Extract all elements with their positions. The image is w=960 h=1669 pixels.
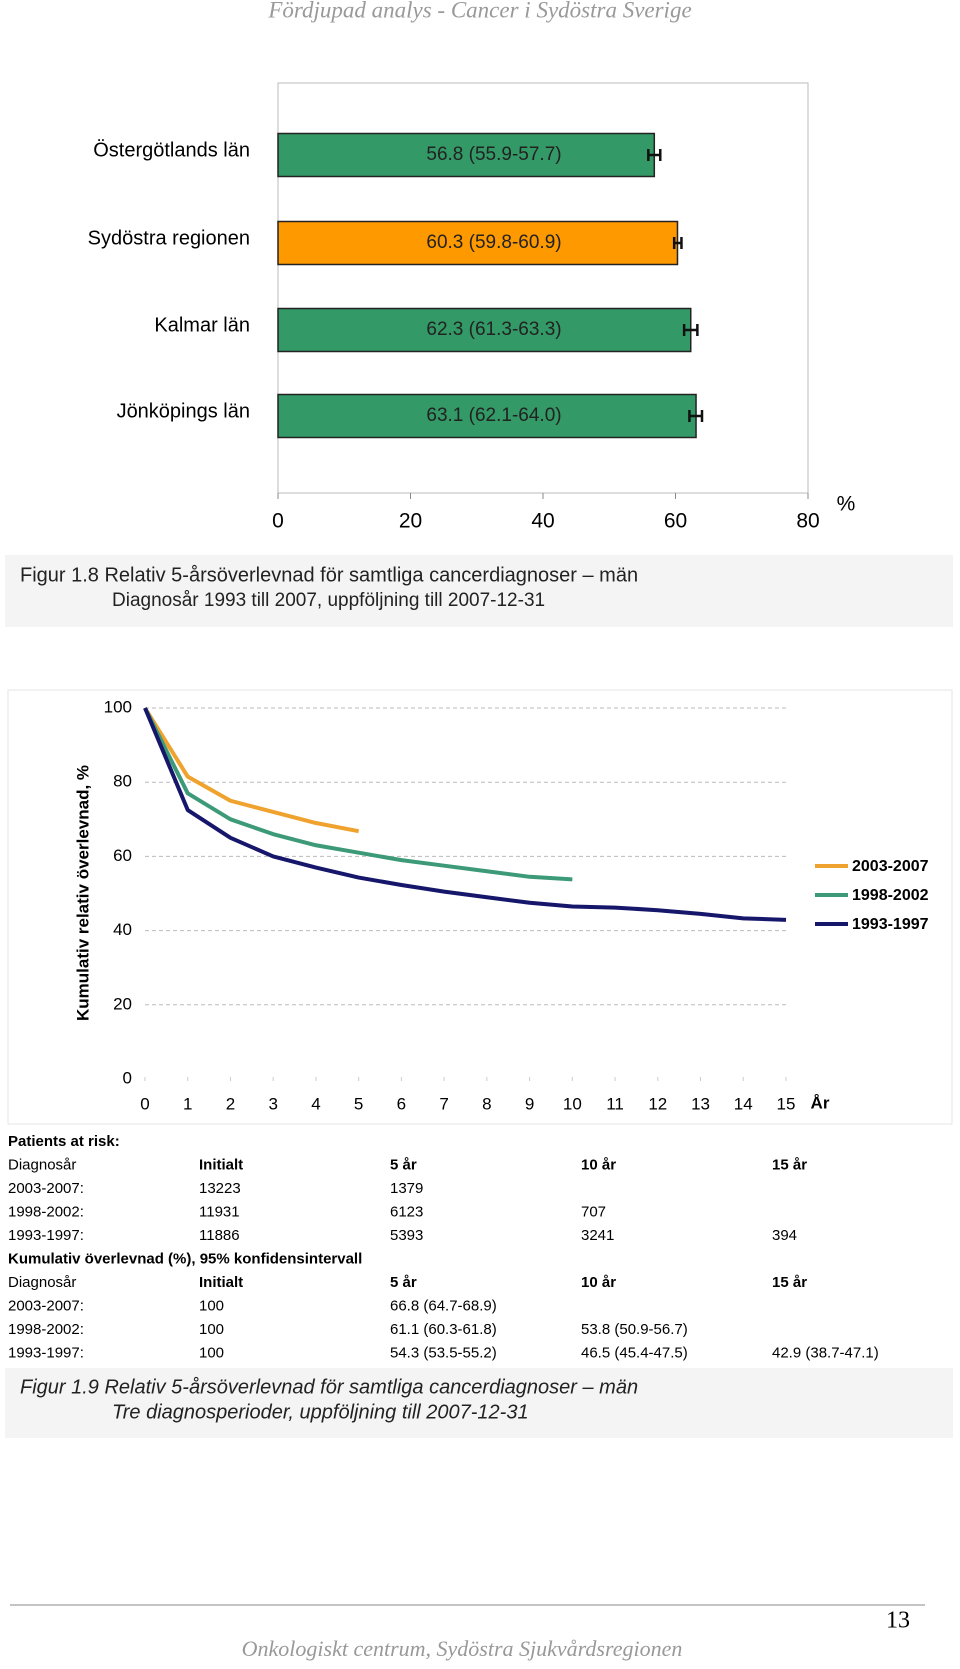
table-cell: 1998-2002: xyxy=(8,1203,84,1220)
caption-box xyxy=(5,555,953,627)
x-tick-label: 6 xyxy=(397,1094,406,1113)
table-cell: 1998-2002: xyxy=(8,1321,84,1338)
header-title: Fördjupad analys - Cancer i Sydöstra Sve… xyxy=(267,0,691,22)
table-header: 15 år xyxy=(772,1274,807,1291)
legend-label: 1998-2002 xyxy=(852,887,929,904)
x-tick-label: 11 xyxy=(606,1094,624,1113)
table-cell: 1379 xyxy=(390,1180,423,1197)
y-axis-label: Kumulativ relativ överlevnad, % xyxy=(73,765,92,1021)
x-tick-label: 14 xyxy=(734,1094,753,1113)
page-number: 13 xyxy=(886,1608,910,1634)
x-tick-label: 10 xyxy=(563,1094,582,1113)
y-tick-label: 100 xyxy=(104,697,132,716)
value-label: 63.1 (62.1-64.0) xyxy=(426,405,561,426)
category-label: Jönköpings län xyxy=(117,400,250,422)
bar xyxy=(277,307,692,353)
x-tick-label: 60 xyxy=(664,510,687,533)
x-tick-label: 7 xyxy=(439,1094,448,1113)
table-cell: 2003-2007: xyxy=(8,1180,84,1197)
table-header: 15 år xyxy=(772,1156,807,1173)
table-cell: 2003-2007: xyxy=(8,1297,84,1314)
x-tick-label: 2 xyxy=(226,1094,235,1113)
x-tick-label: 13 xyxy=(691,1094,710,1113)
x-tick-label: 5 xyxy=(354,1094,363,1113)
bar xyxy=(277,220,679,266)
table-cell: 13223 xyxy=(199,1180,241,1197)
caption-line: Figur 1.9 Relativ 5-årsöverlevnad för sa… xyxy=(20,1376,638,1398)
x-tick-label: 80 xyxy=(796,510,819,533)
y-tick-label: 20 xyxy=(113,994,132,1013)
x-axis-label: % xyxy=(837,493,856,516)
table-title: Patients at risk: xyxy=(8,1133,120,1150)
x-tick-label: 3 xyxy=(268,1094,277,1113)
table-cell: 707 xyxy=(581,1203,606,1220)
table-cell: 1993-1997: xyxy=(8,1227,84,1244)
table-cell: 6123 xyxy=(390,1203,423,1220)
footer-text: Onkologiskt centrum, Sydöstra Sjukvårdsr… xyxy=(242,1636,683,1661)
x-tick-label: 0 xyxy=(140,1094,149,1113)
error-bar xyxy=(672,237,683,249)
bar xyxy=(277,132,656,178)
table-cell: 66.8 (64.7-68.9) xyxy=(390,1297,497,1314)
table-header: Diagnosår xyxy=(8,1274,76,1291)
x-axis-label: År xyxy=(811,1093,830,1112)
series-line xyxy=(143,707,573,882)
table-header: Initialt xyxy=(199,1156,243,1173)
x-tick-label: 4 xyxy=(311,1094,320,1113)
y-tick-label: 0 xyxy=(123,1068,132,1087)
value-label: 60.3 (59.8-60.9) xyxy=(426,232,561,253)
x-tick-label: 20 xyxy=(399,510,422,533)
table-cell: 46.5 (45.4-47.5) xyxy=(581,1344,688,1361)
table-header: 5 år xyxy=(390,1274,417,1291)
table-cell: 53.8 (50.9-56.7) xyxy=(581,1321,688,1338)
error-bar xyxy=(647,149,662,161)
table-header: 5 år xyxy=(390,1156,417,1173)
caption-line: Diagnosår 1993 till 2007, uppföljning ti… xyxy=(112,590,545,611)
x-tick-label: 0 xyxy=(272,510,284,533)
table-cell: 11931 xyxy=(199,1203,240,1220)
x-tick-label: 1 xyxy=(183,1094,192,1113)
table-cell: 394 xyxy=(772,1227,797,1244)
x-tick-label: 15 xyxy=(777,1094,796,1113)
table-cell: 11886 xyxy=(199,1227,240,1244)
table-cell: 100 xyxy=(199,1321,224,1338)
table-cell: 100 xyxy=(199,1297,224,1314)
error-bar xyxy=(688,410,704,422)
error-bar xyxy=(682,324,699,336)
table-header: 10 år xyxy=(581,1274,616,1291)
table-cell: 42.9 (38.7-47.1) xyxy=(772,1344,879,1361)
caption-line: Figur 1.8 Relativ 5-årsöverlevnad för sa… xyxy=(20,564,638,586)
series-line xyxy=(143,706,360,834)
table-cell: 100 xyxy=(199,1344,224,1361)
table-title: Kumulativ överlevnad (%), 95% konfidensi… xyxy=(8,1250,362,1267)
chart-frame xyxy=(7,689,953,1125)
table-cell: 54.3 (53.5-55.2) xyxy=(390,1344,497,1361)
x-tick-label: 12 xyxy=(648,1094,667,1113)
value-label: 56.8 (55.9-57.7) xyxy=(426,144,561,165)
table-cell: 3241 xyxy=(581,1227,614,1244)
legend-label: 1993-1997 xyxy=(852,916,929,933)
table-header: Diagnosår xyxy=(8,1156,76,1173)
table-cell: 1993-1997: xyxy=(8,1344,84,1361)
y-tick-label: 60 xyxy=(113,846,132,865)
category-label: Östergötlands län xyxy=(93,139,250,161)
table-cell: 5393 xyxy=(390,1227,423,1244)
table-header: 10 år xyxy=(581,1156,616,1173)
legend-label: 2003-2007 xyxy=(852,858,929,875)
y-tick-label: 80 xyxy=(113,772,132,791)
value-label: 62.3 (61.3-63.3) xyxy=(426,319,561,340)
category-label: Kalmar län xyxy=(154,314,250,336)
y-tick-label: 40 xyxy=(113,920,132,939)
x-tick-label: 40 xyxy=(531,510,554,533)
caption-box xyxy=(5,1368,953,1438)
series-line xyxy=(143,707,787,922)
x-tick-label: 8 xyxy=(482,1094,491,1113)
x-tick-label: 9 xyxy=(525,1094,534,1113)
table-header: Initialt xyxy=(199,1274,243,1291)
caption-line: Tre diagnosperioder, uppföljning till 20… xyxy=(112,1401,529,1423)
table-cell: 61.1 (60.3-61.8) xyxy=(390,1321,497,1338)
category-label: Sydöstra regionen xyxy=(88,227,250,249)
